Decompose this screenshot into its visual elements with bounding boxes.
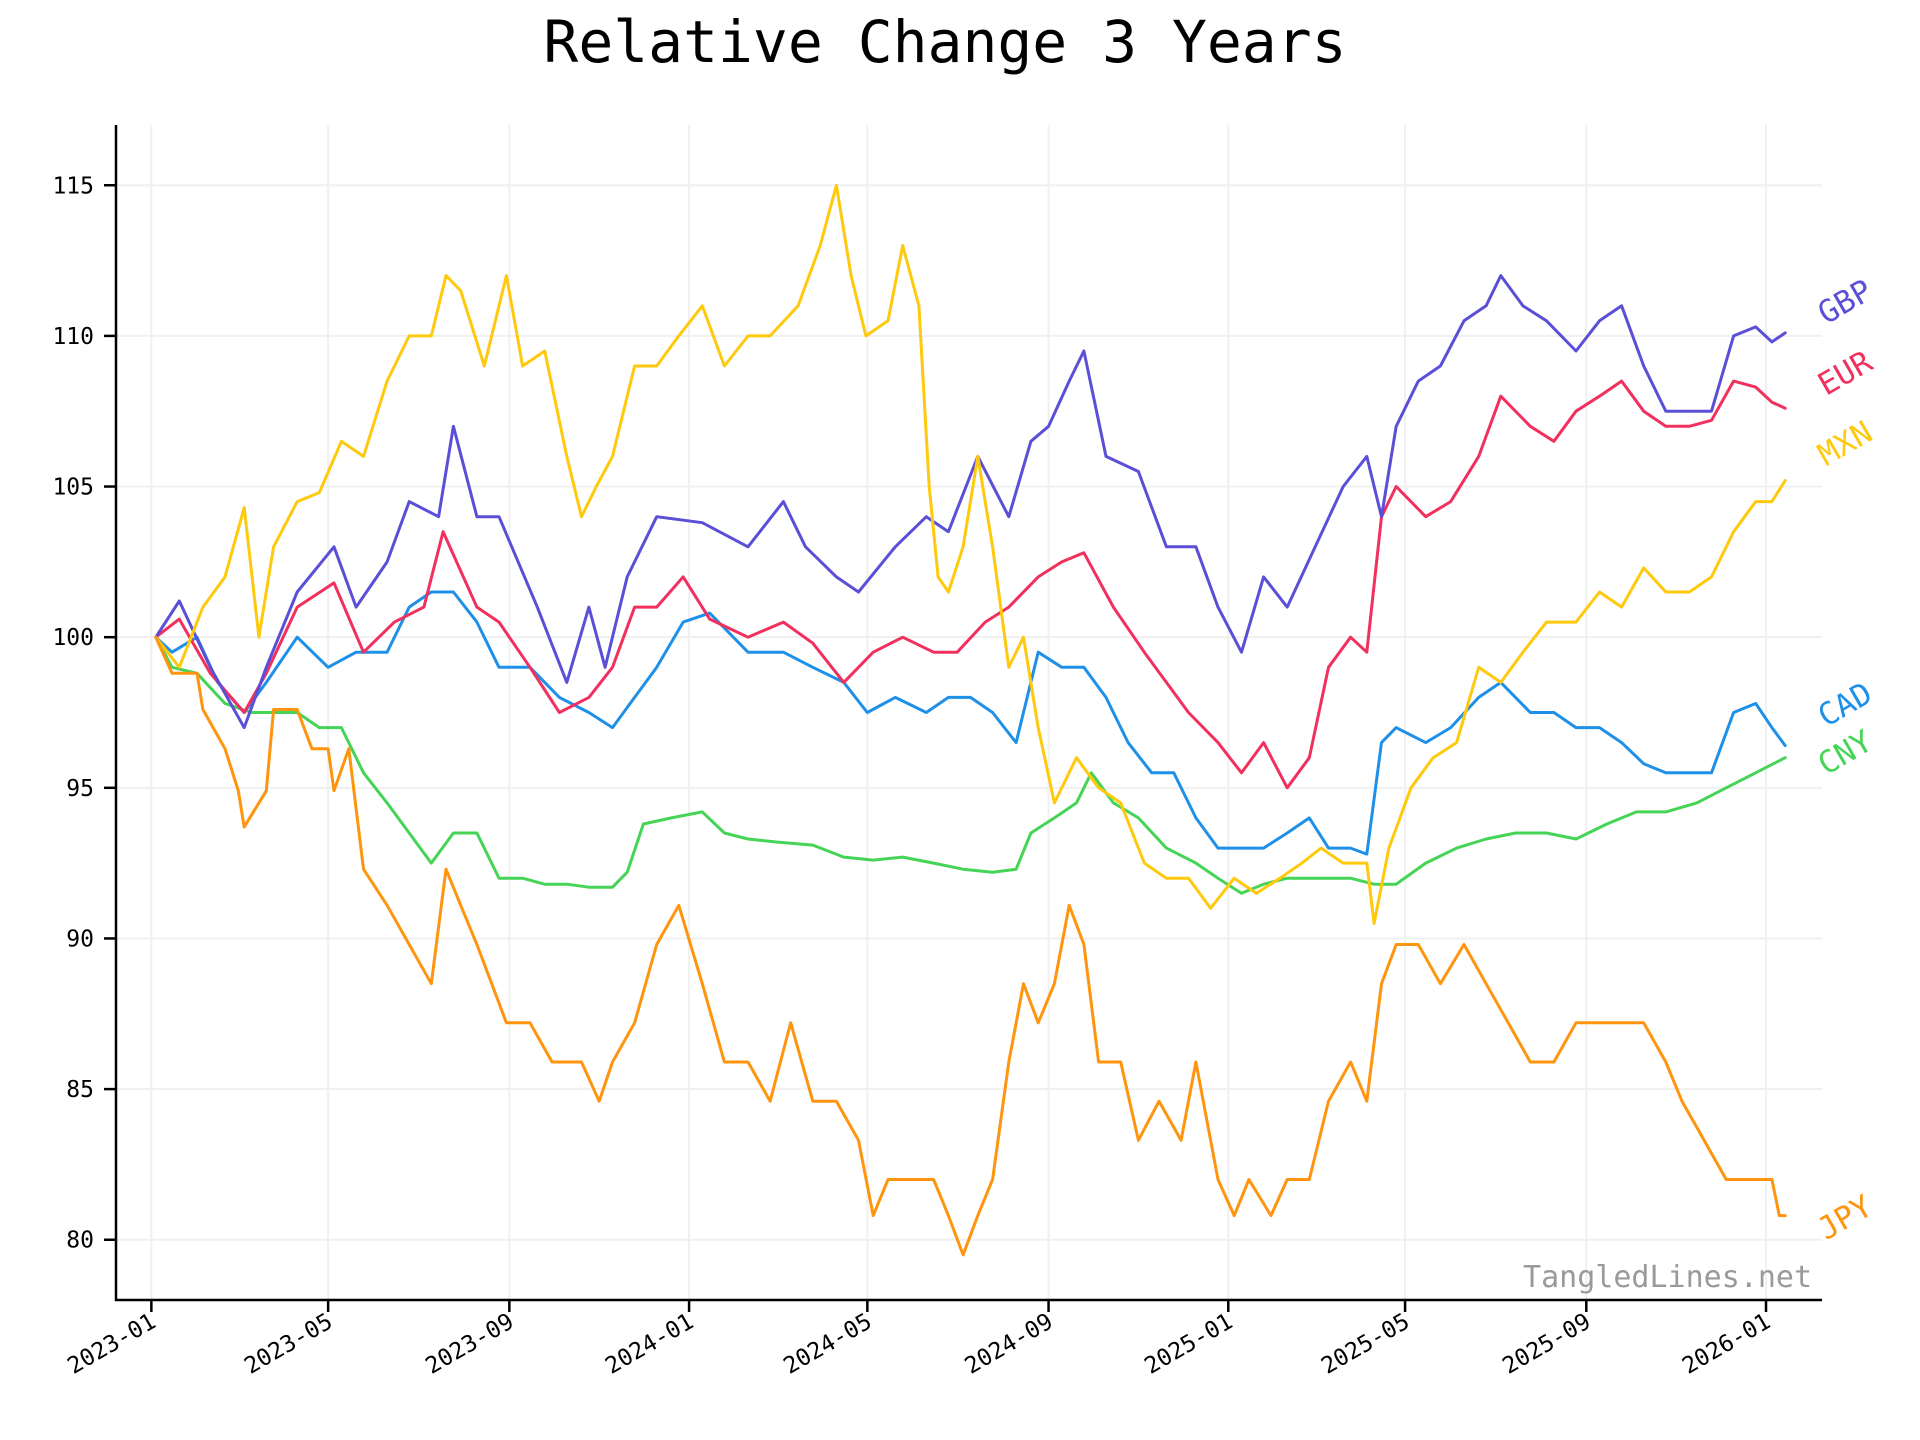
x-tick-label: 2024-09 xyxy=(961,1309,1058,1380)
x-tick-label: 2023-05 xyxy=(240,1309,337,1380)
series-line-cny xyxy=(154,635,1787,895)
series-label-gbp: GBP xyxy=(1812,273,1878,332)
series-label-cny: CNY xyxy=(1812,723,1879,782)
series-label-eur: EUR xyxy=(1812,344,1879,403)
series-lines xyxy=(154,183,1787,1257)
x-tick-label: 2025-05 xyxy=(1317,1309,1414,1380)
y-tick-label: 100 xyxy=(52,625,94,651)
x-tick-label: 2023-09 xyxy=(421,1309,518,1380)
y-tick-label: 115 xyxy=(52,173,94,199)
y-axis-ticks: 80 85 90 95 100 105 110 115 xyxy=(52,173,116,1254)
x-tick-label: 2023-01 xyxy=(63,1309,160,1380)
series-line-eur xyxy=(154,379,1787,790)
x-tick-label: 2026-01 xyxy=(1678,1309,1775,1380)
y-tick-label: 80 xyxy=(66,1228,94,1254)
y-tick-label: 90 xyxy=(66,926,94,952)
series-line-jpy xyxy=(154,635,1787,1257)
series-label-jpy: JPY xyxy=(1812,1188,1879,1247)
watermark: TangledLines.net xyxy=(1523,1260,1812,1295)
x-tick-label: 2025-01 xyxy=(1140,1309,1237,1380)
x-tick-label: 2024-05 xyxy=(779,1309,876,1380)
y-tick-label: 95 xyxy=(66,776,94,802)
y-tick-label: 85 xyxy=(66,1077,94,1103)
grid xyxy=(116,125,1822,1300)
y-tick-label: 105 xyxy=(52,475,94,501)
series-line-cad xyxy=(154,590,1787,856)
x-axis-ticks: 2023-01 2023-05 2023-09 2024-01 2024-05 2024-… xyxy=(63,1300,1775,1380)
series-label-mxn: MXN xyxy=(1812,414,1878,473)
series-label-cad: CAD xyxy=(1812,675,1878,734)
y-tick-label: 110 xyxy=(52,324,94,350)
series-line-gbp xyxy=(154,274,1787,730)
chart-title: Relative Change 3 Years xyxy=(543,8,1346,76)
axes xyxy=(114,125,1822,1302)
series-line-mxn xyxy=(154,183,1787,925)
x-tick-label: 2025-09 xyxy=(1498,1309,1595,1380)
x-tick-label: 2024-01 xyxy=(601,1309,698,1380)
